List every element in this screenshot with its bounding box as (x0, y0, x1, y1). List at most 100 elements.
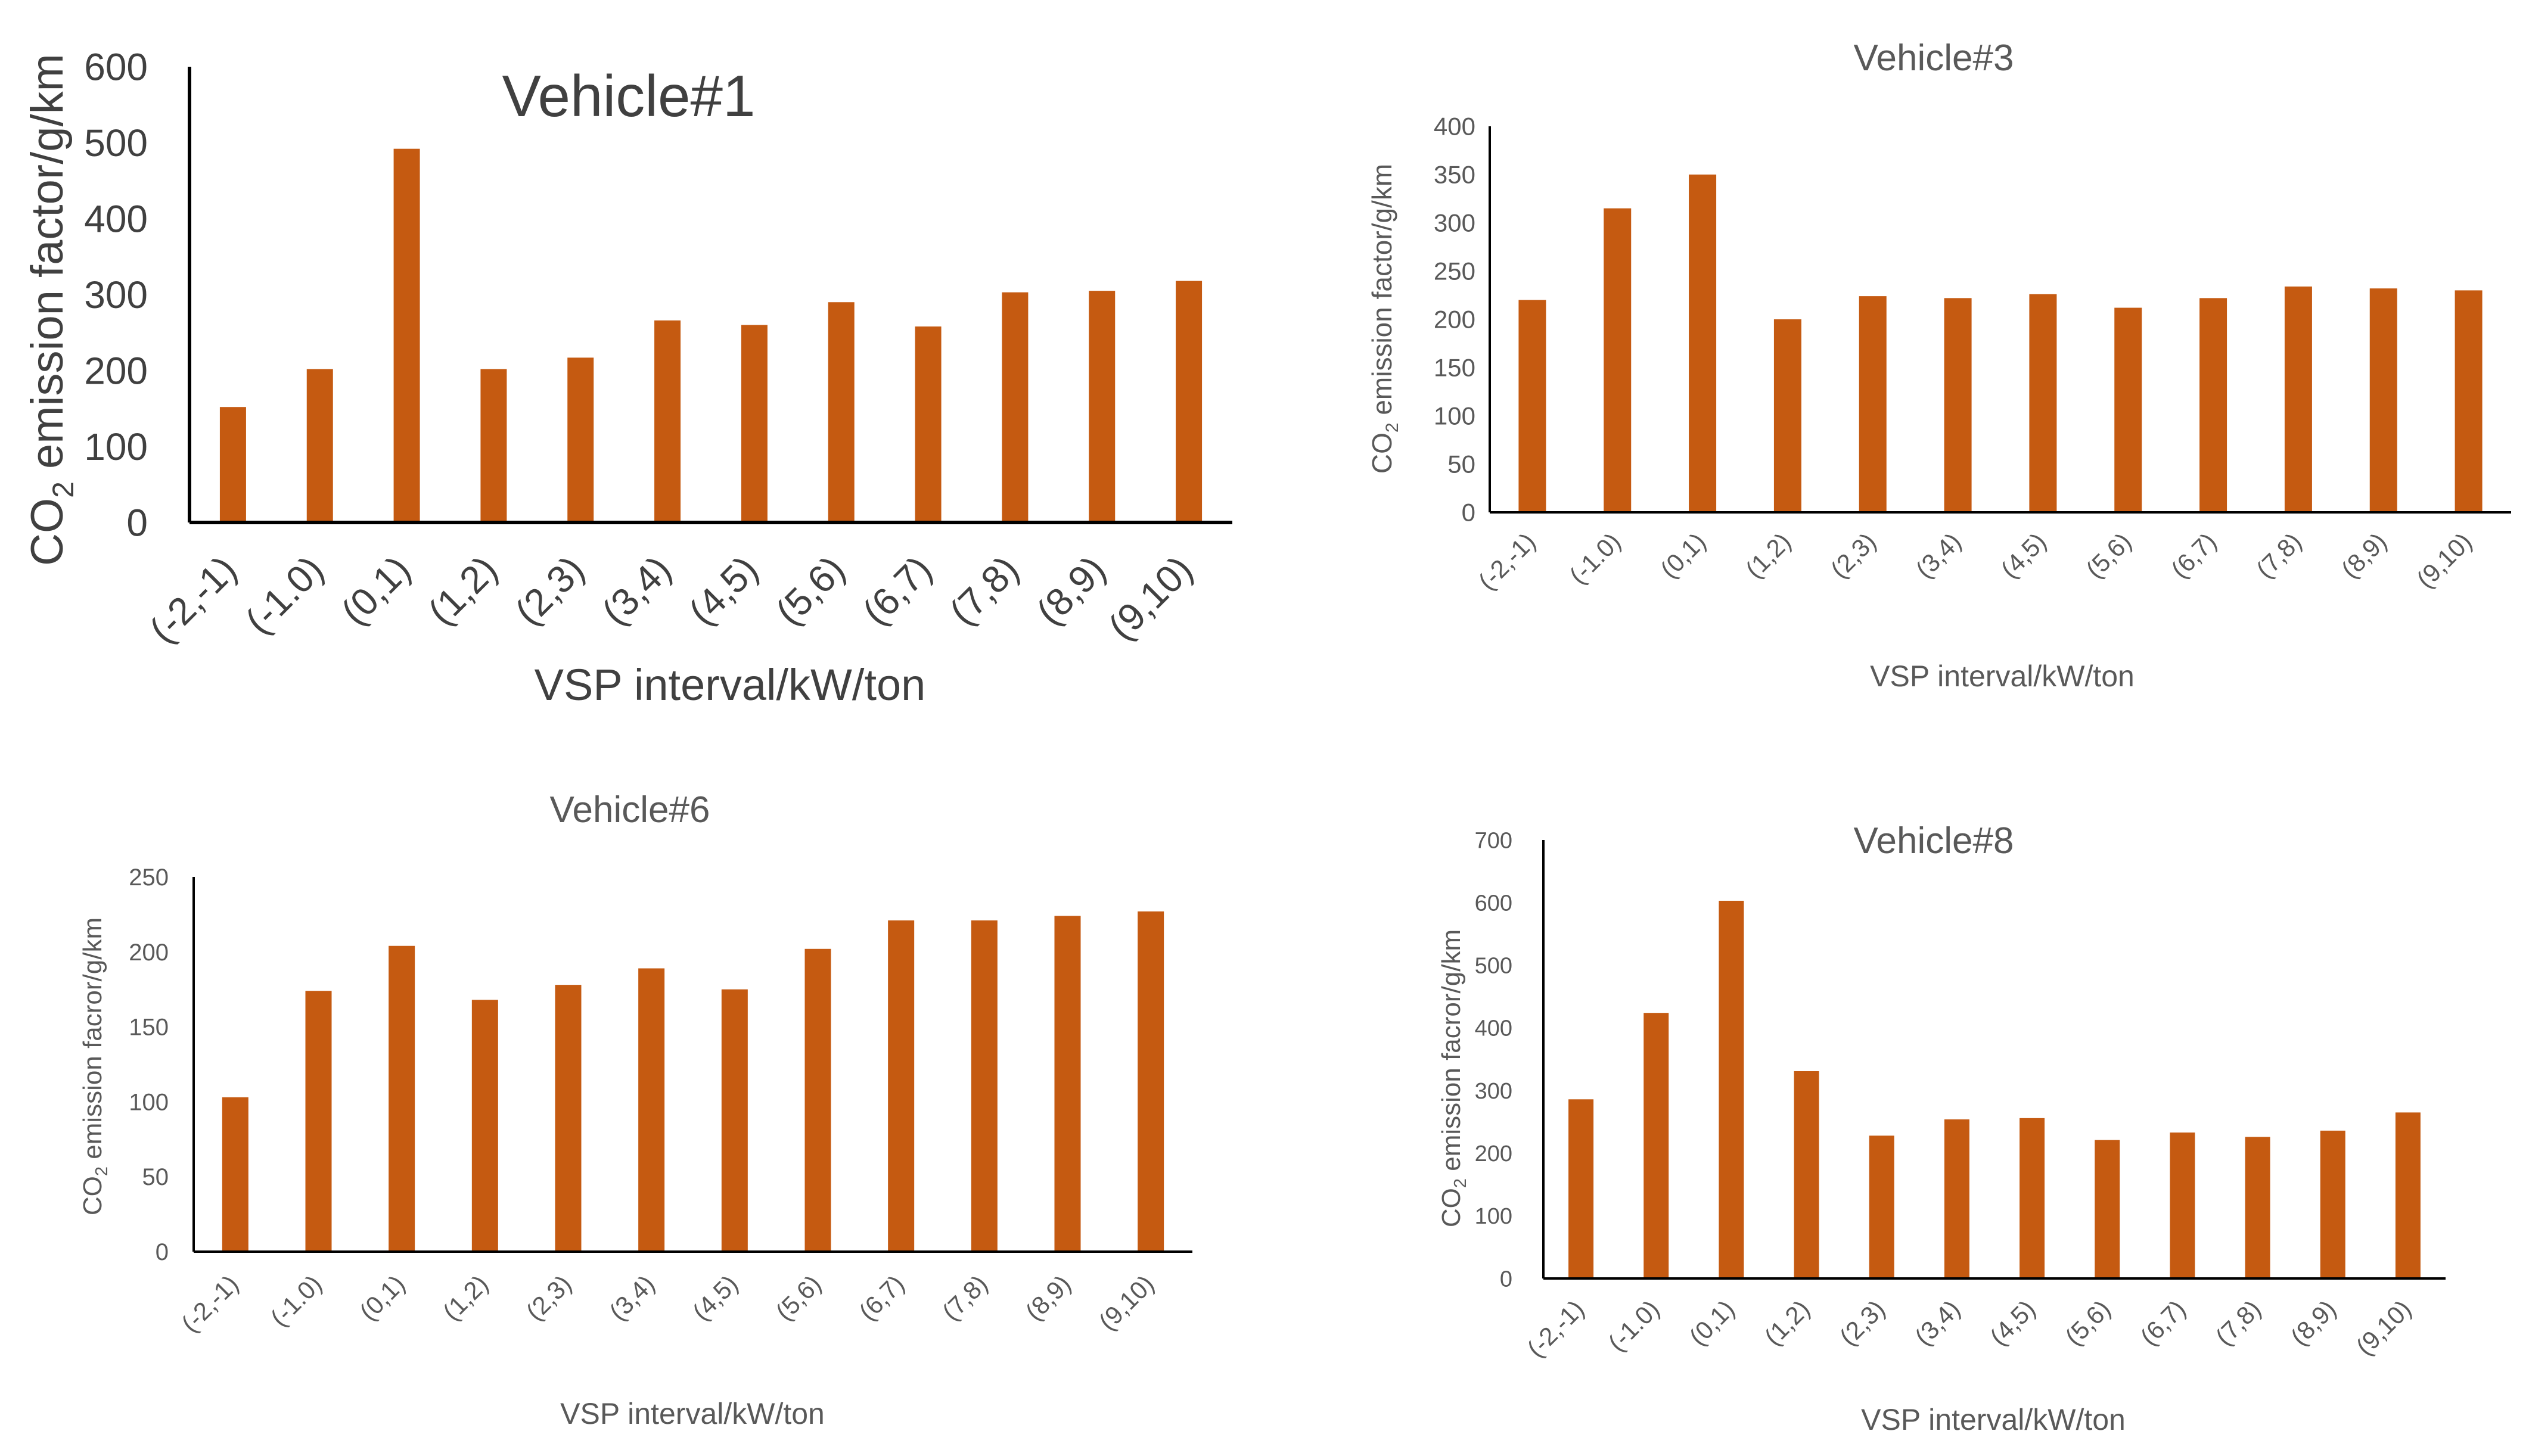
bar-_4_5_ (741, 325, 768, 522)
y-tick-label: 100 (1434, 402, 1475, 430)
bar-_-2_-1_ (1518, 300, 1546, 512)
chart-title: Vehicle#6 (550, 789, 710, 830)
bar-_0_1_ (1689, 175, 1717, 512)
y-tick-label: 150 (1434, 354, 1475, 382)
y-axis-label: CO2 emission factor/g/km (1366, 164, 1402, 474)
bar-series (1518, 175, 2483, 512)
y-tick-label: 150 (129, 1015, 169, 1041)
bar-_8_9_ (1054, 916, 1081, 1252)
y-axis-label-subscript: 2 (1382, 422, 1402, 433)
y-tick-label: 100 (129, 1089, 169, 1115)
bar-_4_5_ (2020, 1118, 2045, 1278)
bar-_1_2_ (1794, 1071, 1819, 1278)
bar-_-1_0_ (1643, 1013, 1669, 1278)
y-tick-label: 250 (1434, 257, 1475, 285)
bar-_-1_0_ (1604, 208, 1632, 512)
y-tick-label: 0 (1500, 1267, 1512, 1292)
y-axis-label-subscript: 2 (1451, 1178, 1470, 1188)
chart-title: Vehicle#1 (502, 63, 755, 129)
bar-_6_7_ (888, 920, 915, 1252)
y-tick-label: 400 (1475, 1016, 1512, 1041)
y-tick-label: 100 (1475, 1204, 1512, 1229)
y-axis-label-subscript: 2 (92, 1166, 111, 1176)
bar-_3_4_ (1944, 1119, 1969, 1278)
y-tick-label: 400 (84, 197, 148, 240)
y-axis-label: CO2 emission factor/g/km (22, 54, 80, 566)
bar-_3_4_ (654, 320, 681, 522)
bar-_7_8_ (971, 920, 998, 1252)
bar-_3_4_ (1944, 298, 1972, 512)
y-axis-label: CO2 emission facror/g/km (78, 917, 111, 1215)
y-tick-label: 200 (129, 939, 169, 966)
y-tick-label: 0 (156, 1239, 169, 1265)
bar-_4_5_ (721, 989, 748, 1252)
x-axis-label: VSP interval/kW/ton (1861, 1403, 2126, 1436)
bar-_-1_0_ (306, 369, 333, 522)
chart-panel-vehicle-8: Vehicle#8 CO2 emission facror/g/km VSP i… (1437, 820, 2446, 1436)
y-axis-label-prefix: CO (1366, 433, 1397, 474)
bar-_7_8_ (1002, 292, 1029, 522)
bar-_-2_-1_ (1568, 1099, 1594, 1278)
bar-_2_3_ (1859, 296, 1887, 512)
bar-_5_6_ (804, 948, 831, 1252)
y-axis-label-prefix: CO (22, 498, 73, 566)
x-axis-label: VSP interval/kW/ton (535, 660, 926, 710)
bar-_7_8_ (2284, 286, 2312, 512)
y-tick-label: 50 (142, 1164, 169, 1190)
chart-title: Vehicle#3 (1854, 38, 2014, 79)
chart-title: Vehicle#8 (1854, 820, 2014, 861)
y-axis-ticks: 0 100 200 300 400 500 600 (84, 45, 148, 544)
y-tick-label: 400 (1434, 113, 1475, 141)
y-tick-label: 50 (1447, 450, 1475, 478)
y-tick-label: 0 (126, 501, 148, 544)
y-axis-label-prefix: CO (1437, 1188, 1466, 1227)
y-tick-label: 500 (1475, 954, 1512, 979)
bar-_6_7_ (2170, 1133, 2195, 1278)
bar-_-2_-1_ (219, 407, 246, 522)
y-axis-ticks: 0 100 200 300 400 500 600 700 (1475, 828, 1512, 1292)
bar-_8_9_ (2320, 1130, 2345, 1278)
y-axis-ticks: 0 50 100 150 200 250 (129, 864, 169, 1265)
y-tick-label: 350 (1434, 161, 1475, 189)
bar-_9_10_ (1138, 911, 1164, 1252)
y-axis-label: CO2 emission facror/g/km (1437, 929, 1470, 1227)
bar-_2_3_ (1869, 1135, 1894, 1278)
bar-_9_10_ (2395, 1112, 2421, 1278)
y-tick-label: 600 (1475, 891, 1512, 916)
bar-_1_2_ (480, 369, 507, 522)
bar-_1_2_ (471, 1000, 498, 1252)
bar-_2_3_ (555, 985, 582, 1252)
y-axis-label-suffix: emission facror/g/km (78, 917, 107, 1166)
y-tick-label: 300 (1475, 1079, 1512, 1104)
bar-_5_6_ (2114, 307, 2142, 512)
bar-_3_4_ (638, 968, 665, 1252)
bar-_8_9_ (1089, 291, 1116, 522)
bar-_4_5_ (2029, 294, 2057, 512)
bar-series (222, 911, 1164, 1252)
bar-series (219, 148, 1203, 522)
bar-_2_3_ (567, 357, 594, 522)
bar-_8_9_ (2369, 288, 2397, 512)
bar-_-2_-1_ (222, 1097, 248, 1252)
bar-_6_7_ (2199, 298, 2227, 512)
x-axis-label: VSP interval/kW/ton (560, 1397, 825, 1430)
y-axis-label-prefix: CO (78, 1176, 107, 1215)
bar-_6_7_ (915, 326, 942, 522)
bar-_5_6_ (2095, 1140, 2120, 1278)
y-tick-label: 100 (84, 425, 148, 468)
y-tick-label: 200 (1434, 306, 1475, 334)
y-tick-label: 300 (84, 273, 148, 316)
bar-_0_1_ (389, 945, 415, 1252)
y-tick-label: 200 (1475, 1141, 1512, 1166)
bar-_7_8_ (2245, 1137, 2270, 1278)
y-tick-label: 700 (1475, 828, 1512, 853)
y-tick-label: 300 (1434, 209, 1475, 237)
y-tick-label: 600 (84, 45, 148, 88)
y-tick-label: 500 (84, 122, 148, 164)
y-axis-label-subscript: 2 (46, 481, 80, 498)
bar-_1_2_ (1773, 319, 1801, 512)
bar-_5_6_ (828, 302, 855, 522)
y-axis-label-suffix: emission factor/g/km (1366, 164, 1397, 423)
